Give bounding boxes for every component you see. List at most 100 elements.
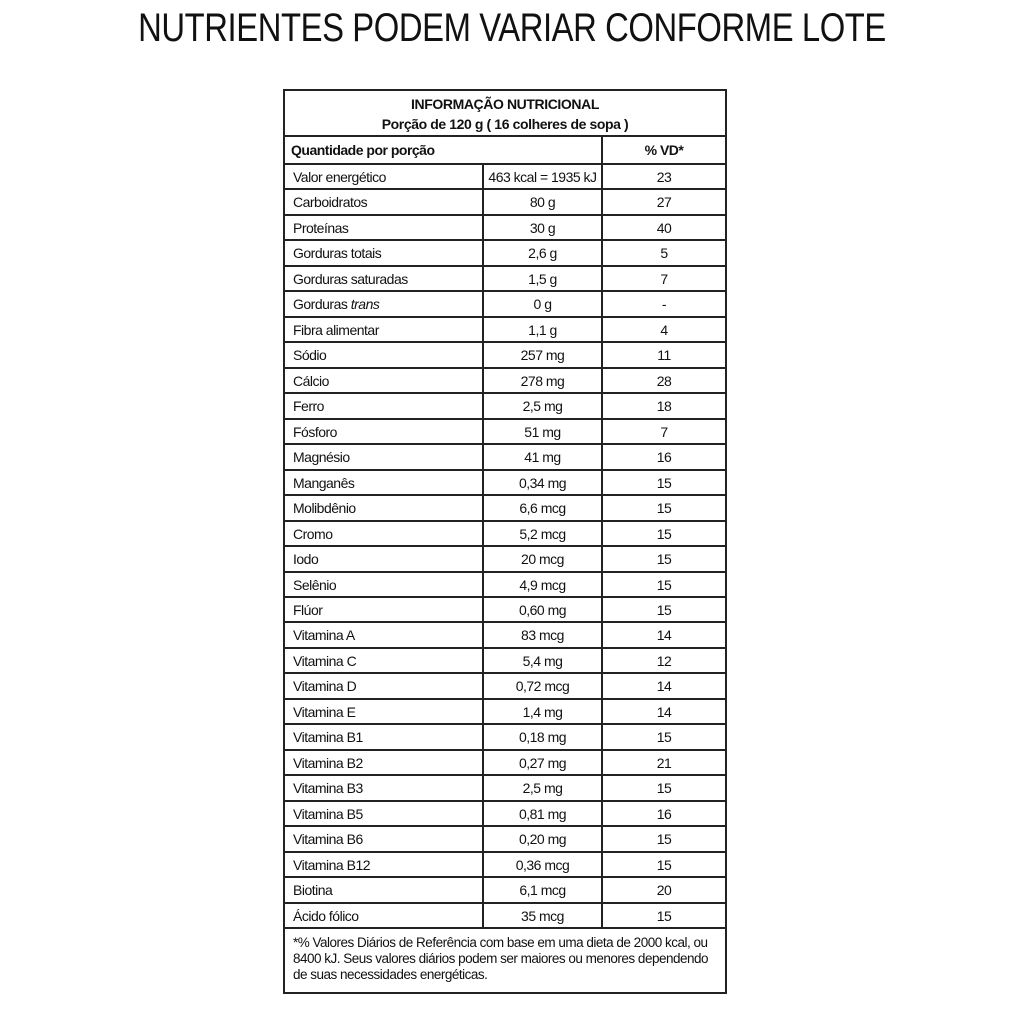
nutrient-vd: 15 [656,551,672,568]
nutrient-vd: 15 [656,729,672,746]
nutrient-name-text: Magnésio [293,449,350,466]
nutrient-name-text: Vitamina B3 [293,780,363,797]
page-title: NUTRIENTES PODEM VARIAR CONFORME LOTE [138,6,886,50]
table-header: INFORMAÇÃO NUTRICIONAL Porção de 120 g (… [285,91,725,137]
table-row: Biotina 6,1 mcg 20 [285,878,725,904]
nutrient-rows: Valor energético 463 kcal = 1935 kJ 23 Carb… [285,165,725,930]
nutrition-table: INFORMAÇÃO NUTRICIONAL Porção de 120 g (… [283,89,727,994]
nutrient-vd: 11 [657,347,671,364]
nutrient-amount: 257 mg [484,343,603,367]
nutrient-name: Carboidratos [285,190,484,214]
table-row: Vitamina D 0,72 mcg 14 [285,674,725,700]
nutrient-name-text: Biotina [293,882,333,899]
nutrient-name: Proteínas [285,215,484,240]
nutrient-amount: 0,81 mg [484,801,603,826]
nutrient-vd: 15 [656,907,672,924]
table-row: Manganês 0,34 mg 15 [285,470,725,497]
nutrient-vd: 15 [656,601,672,618]
nutrient-amount: 0,36 mcg [484,852,603,877]
table-row: Cromo 5,2 mcg 15 [285,521,725,548]
nutrient-name-text: Ferro [293,398,324,415]
nutrient-name: Iodo [285,547,484,571]
nutrient-name: Manganês [285,470,484,495]
nutrient-name: Fibra alimentar [285,317,484,342]
nutrient-name: Cromo [285,521,484,546]
nutrient-name: Vitamina B3 [285,776,484,800]
nutrient-vd: 21 [656,754,672,771]
table-row: Selênio 4,9 mcg 15 [285,572,725,598]
nutrient-name: Molibdênio [285,496,484,520]
table-row: Molibdênio 6,6 mcg 15 [285,496,725,522]
table-row: Vitamina A 83 mcg 14 [285,623,725,649]
nutrient-name-text: Fósforo [293,423,337,440]
nutrient-amount: 1,5 g [484,266,603,291]
nutrient-name-text: Vitamina C [293,652,357,669]
quantity-header: Quantidade por porção [285,137,603,163]
nutrient-amount: 20 mcg [484,547,603,571]
nutrient-amount: 463 kcal = 1935 kJ [484,165,603,189]
nutrient-name-text: Selênio [293,576,337,593]
table-row: Valor energético 463 kcal = 1935 kJ 23 [285,165,725,191]
table-row: Vitamina B12 0,36 mcg 15 [285,852,725,879]
table-row: Vitamina B2 0,27 mg 21 [285,750,725,777]
table-row: Vitamina E 1,4 mg 14 [285,699,725,726]
nutrient-name-text: Gorduras saturadas [293,270,408,287]
table-row: Vitamina B3 2,5 mg 15 [285,776,725,802]
nutrient-vd: 7 [660,270,668,287]
nutrient-name-text: Molibdênio [293,500,356,517]
nutrient-amount: 1,1 g [484,317,603,342]
nutrient-vd: 15 [656,525,672,542]
nutrient-name-text: Gorduras [293,296,348,313]
nutrient-vd: 15 [656,474,672,491]
nutrient-name: Vitamina B6 [285,827,484,851]
nutrient-vd: 15 [656,780,672,797]
nutrient-vd: 15 [656,500,672,517]
nutrient-vd: 23 [656,169,672,185]
nutrient-amount: 5,2 mcg [484,521,603,546]
nutrient-name-text: Vitamina A [293,627,355,644]
nutrient-amount: 5,4 mg [484,648,603,673]
nutrient-vd: - [661,296,667,313]
nutrient-amount: 30 g [484,215,603,240]
nutrient-amount: 278 mg [484,368,603,393]
nutrient-name: Flúor [285,597,484,622]
nutrient-vd: 15 [656,831,672,848]
nutrient-vd: 14 [656,678,672,695]
nutrient-amount: 35 mcg [484,903,603,928]
nutrient-vd: 4 [660,321,668,338]
nutrient-amount: 2,5 mg [484,394,603,418]
nutrient-name-text: Sódio [293,347,327,364]
nutrient-name-text: Vitamina E [293,703,356,720]
nutrient-name: Vitamina B2 [285,750,484,775]
table-row: Gorduras totais 2,6 g 5 [285,241,725,267]
nutrient-amount: 83 mcg [484,623,603,647]
nutrient-name: Magnésio [285,445,484,469]
table-row: Gorduras trans 0 g- [285,292,725,318]
nutrient-vd: 14 [656,703,672,720]
table-row: Fósforo 51 mg 7 [285,419,725,446]
nutrient-name: Sódio [285,343,484,367]
nutrient-vd: 20 [656,882,672,899]
nutrient-name: Gorduras saturadas [285,266,484,291]
column-header-row: Quantidade por porção % VD* [285,137,725,165]
nutrient-name-text: Vitamina B1 [293,729,363,746]
serving-size: Porção de 120 g ( 16 colheres de sopa ) [381,116,629,132]
nutrient-name: Vitamina A [285,623,484,647]
table-row: Magnésio 41 mg 16 [285,445,725,471]
nutrient-amount: 0,18 mg [484,725,603,749]
table-row: Ferro 2,5 mg 18 [285,394,725,420]
nutrient-name-text: Vitamina B2 [293,754,363,771]
nutrient-amount: 51 mg [484,419,603,444]
nutrient-amount: 0,72 mcg [484,674,603,698]
nutrient-amount: 80 g [484,190,603,214]
vd-header: % VD* [644,142,684,158]
nutrient-amount: 0,27 mg [484,750,603,775]
table-row: Ácido fólico 35 mcg 15 [285,903,725,930]
nutrient-name: Fósforo [285,419,484,444]
nutrient-vd: 15 [656,576,672,593]
nutrient-vd: 40 [656,219,672,236]
nutrient-name-text: Iodo [293,551,319,568]
nutrient-vd: 18 [656,398,672,415]
nutrient-vd: 12 [656,652,672,669]
nutrient-name: Valor energético [285,165,484,189]
